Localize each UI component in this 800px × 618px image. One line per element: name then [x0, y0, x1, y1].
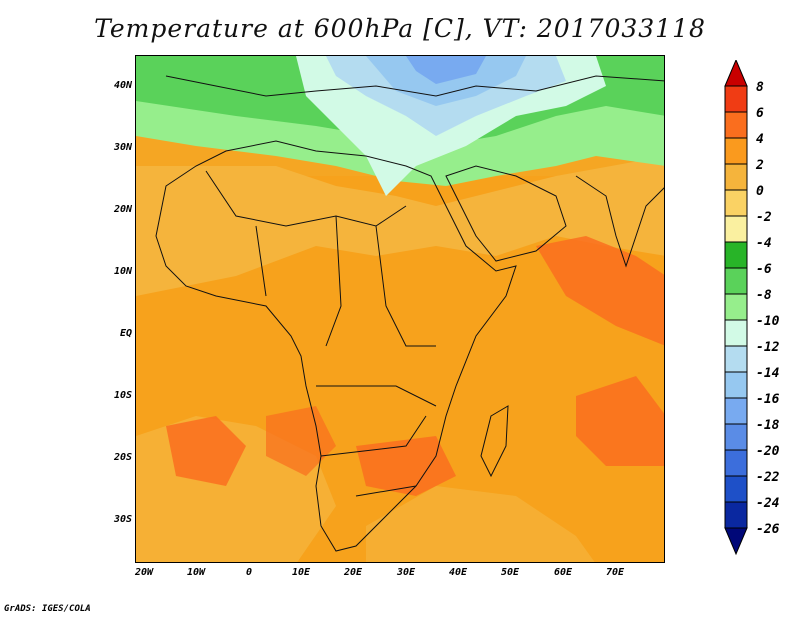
colorbar-label: 4: [756, 132, 764, 147]
lon-label-40e: 40E: [448, 567, 468, 578]
colorbar-cell: [724, 137, 748, 165]
colorbar-cell: [724, 267, 748, 295]
colorbar-label: 0: [756, 184, 764, 199]
colorbar-label: -14: [756, 366, 780, 381]
colorbar-label: -6: [756, 262, 772, 277]
lat-label-eq: EQ: [119, 328, 132, 339]
colorbar-label: 6: [756, 106, 764, 121]
colorbar-cell: [724, 423, 748, 451]
colorbar-cell: [724, 397, 748, 425]
lat-label-40n: 40N: [113, 80, 132, 91]
chart-title: Temperature at 600hPa [C], VT: 201703311…: [94, 14, 706, 43]
colorbar-label: -20: [756, 444, 780, 459]
footer-credit: GrADS: IGES/COLA: [4, 604, 91, 614]
map-field: [136, 56, 664, 562]
colorbar: [724, 60, 748, 556]
colorbar-cell: [724, 293, 748, 321]
colorbar-label: -24: [756, 496, 780, 511]
colorbar-cell: [724, 215, 748, 243]
colorbar-cell: [724, 163, 748, 191]
colorbar-label: -4: [756, 236, 772, 251]
lon-label-30e: 30E: [396, 567, 416, 578]
lat-label-10s: 10S: [113, 390, 132, 401]
colorbar-cell: [724, 111, 748, 139]
colorbar-label: -12: [756, 340, 780, 355]
colorbar-cell: [724, 501, 748, 529]
lon-label-50e: 50E: [500, 567, 520, 578]
lat-label-30n: 30N: [113, 142, 132, 153]
colorbar-cell: [724, 475, 748, 503]
lon-label-20e: 20E: [343, 567, 363, 578]
colorbar-label: -26: [756, 522, 780, 537]
colorbar-top-arrow: [724, 60, 748, 87]
colorbar-cell: [724, 241, 748, 269]
colorbar-cell: [724, 371, 748, 399]
lat-label-20s: 20S: [113, 452, 132, 463]
colorbar-bottom-arrow: [724, 527, 748, 556]
lat-label-30s: 30S: [113, 514, 132, 525]
lat-label-20n: 20N: [113, 204, 132, 215]
colorbar-cell: [724, 319, 748, 347]
colorbar-label: -2: [756, 210, 772, 225]
colorbar-label: -16: [756, 392, 780, 407]
lon-label-60e: 60E: [553, 567, 573, 578]
colorbar-cell: [724, 345, 748, 373]
lon-label-0: 0: [245, 567, 253, 578]
colorbar-label: -22: [756, 470, 780, 485]
colorbar-label: 8: [756, 80, 764, 95]
lon-label-70e: 70E: [605, 567, 625, 578]
lon-label-20w: 20W: [134, 567, 154, 578]
colorbar-cell: [724, 189, 748, 217]
colorbar-label: -8: [756, 288, 772, 303]
colorbar-label: -10: [756, 314, 780, 329]
colorbar-cell: [724, 85, 748, 113]
colorbar-label: 2: [756, 158, 764, 173]
colorbar-cell: [724, 449, 748, 477]
lat-label-10n: 10N: [113, 266, 132, 277]
lon-label-10e: 10E: [291, 567, 311, 578]
temperature-map: [135, 55, 665, 563]
colorbar-label: -18: [756, 418, 780, 433]
lon-label-10w: 10W: [186, 567, 206, 578]
